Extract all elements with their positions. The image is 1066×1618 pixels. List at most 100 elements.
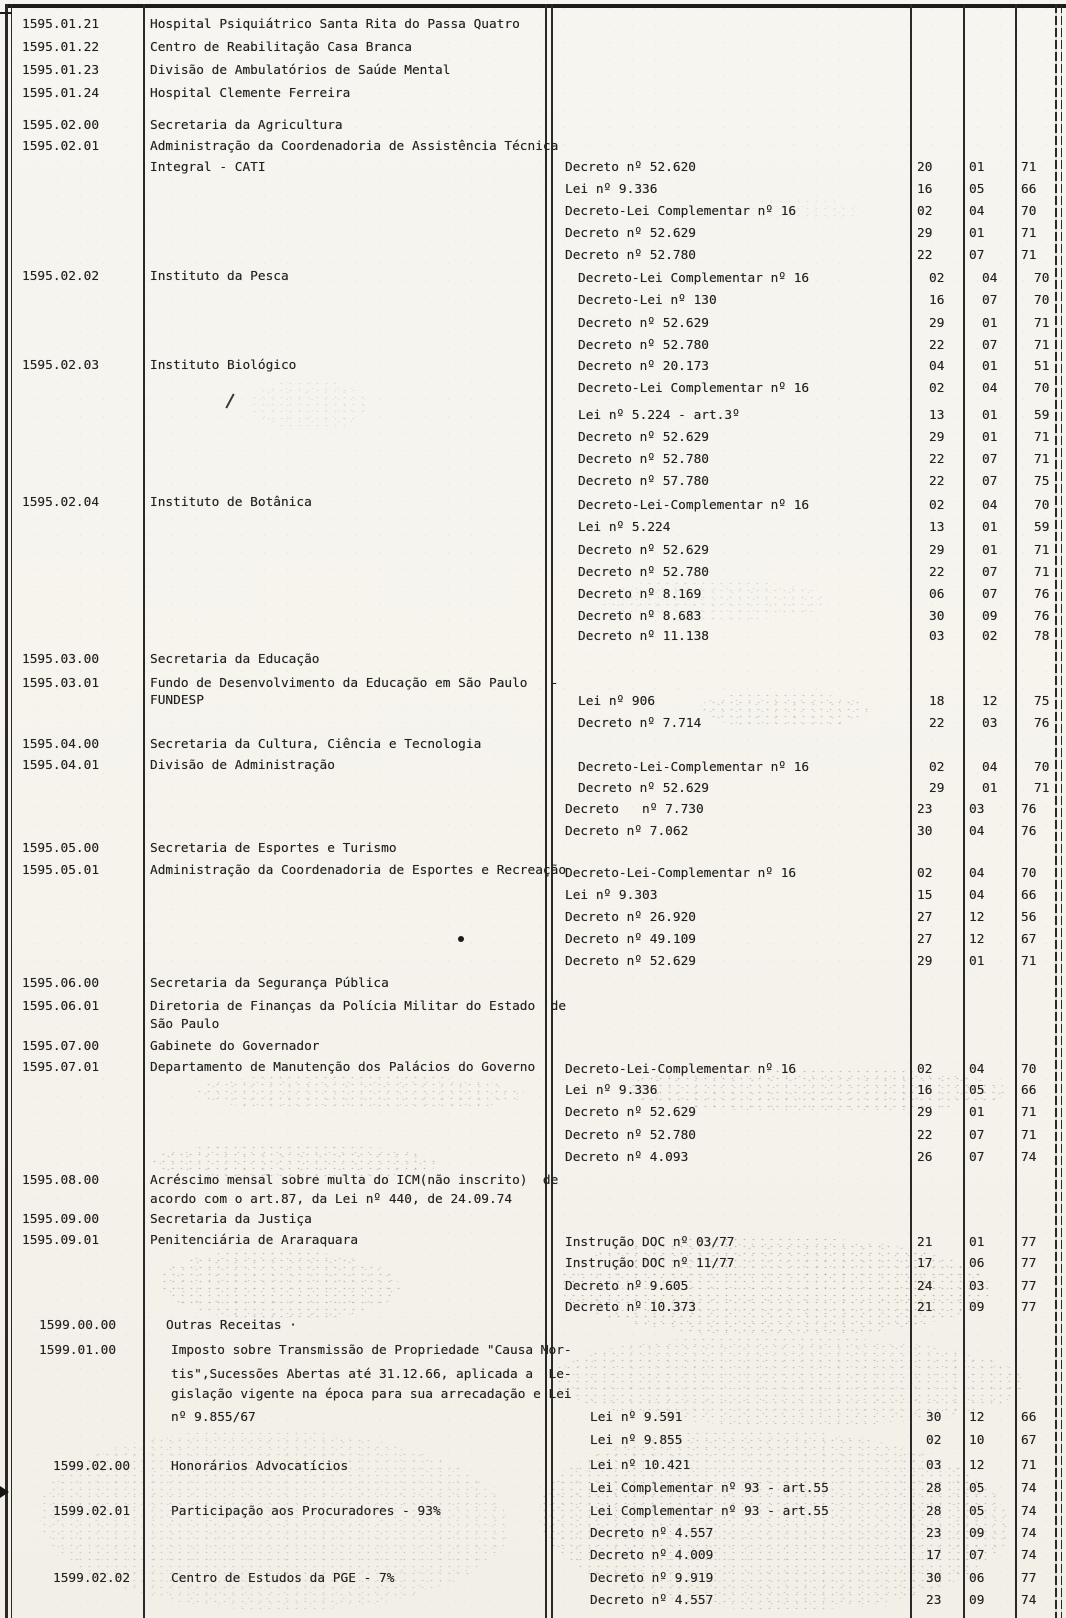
day-cell: 29 <box>917 954 933 969</box>
day-cell: 27 <box>917 910 933 925</box>
day-cell: 29 <box>929 430 945 445</box>
scan-ink-dot <box>458 936 464 942</box>
org-name-line: Fundo de Desenvolvimento da Educação em … <box>150 676 559 691</box>
revenue-code-cell: 1595.02.03 <box>22 358 100 373</box>
year-cell: 71 <box>1021 1128 1037 1143</box>
legal-ref-text: Lei nº 10.421 <box>590 1458 691 1473</box>
revenue-code-cell: 1595.02.00 <box>22 118 100 133</box>
year-cell: 71 <box>1034 781 1050 796</box>
day-cell: 23 <box>926 1526 942 1541</box>
year-cell: 66 <box>1021 1410 1037 1425</box>
legal-ref-text: Decreto nº 52.629 <box>565 226 696 241</box>
legal-ref-text: Decreto nº 52.780 <box>565 1128 696 1143</box>
legal-ref-text: Decreto nº 52.620 <box>565 160 696 175</box>
month-cell: 12 <box>982 694 998 709</box>
legal-ref-text: Decreto nº 57.780 <box>578 474 709 489</box>
month-cell: 01 <box>982 316 998 331</box>
legal-ref-text: Decreto nº 52.780 <box>578 565 709 580</box>
month-cell: 01 <box>969 226 985 241</box>
legal-ref-text: Decreto nº 8.169 <box>578 587 702 602</box>
revenue-code-cell: 1595.05.01 <box>22 863 100 878</box>
legal-ref-text: Decreto-Lei-Complementar nº 16 <box>578 760 810 775</box>
org-name-line: Secretaria da Agricultura <box>150 118 343 133</box>
day-cell: 21 <box>917 1300 933 1315</box>
legal-ref-text: Lei nº 906 <box>578 694 656 709</box>
day-cell: 22 <box>929 565 945 580</box>
legal-ref-text: Lei nº 9.303 <box>565 888 658 903</box>
month-cell: 04 <box>969 204 985 219</box>
legal-ref-text: Decreto nº 4.093 <box>565 1150 689 1165</box>
year-cell: 77 <box>1021 1300 1037 1315</box>
month-cell: 09 <box>969 1300 985 1315</box>
year-cell: 70 <box>1034 271 1050 286</box>
org-name-line: FUNDESP <box>150 693 204 708</box>
month-cell: 05 <box>969 1083 985 1098</box>
month-cell: 01 <box>982 430 998 445</box>
year-cell: 56 <box>1021 910 1037 925</box>
org-name-line: Secretaria da Cultura, Ciência e Tecnolo… <box>150 737 482 752</box>
org-name-line: Penitenciária de Araraquara <box>150 1233 359 1248</box>
legal-ref-text: Decreto nº 9.919 <box>590 1571 714 1586</box>
center-divider-outer-rule <box>545 4 547 1618</box>
year-cell: 71 <box>1034 338 1050 353</box>
left-border-inner-rule <box>11 4 12 1618</box>
year-cell: 71 <box>1034 543 1050 558</box>
day-cell: 29 <box>917 1105 933 1120</box>
day-cell: 02 <box>917 1062 933 1077</box>
day-cell: 02 <box>929 760 945 775</box>
year-cell: 67 <box>1021 1433 1037 1448</box>
org-name-line: Secretaria da Educação <box>150 652 320 667</box>
legal-ref-text: Decreto-Lei-Complementar nº 16 <box>565 866 797 881</box>
year-cell: 71 <box>1021 248 1037 263</box>
revenue-code-cell: 1595.01.22 <box>22 40 100 55</box>
legal-ref-text: Decreto nº 4.009 <box>590 1548 714 1563</box>
day-cell: 17 <box>926 1548 942 1563</box>
legal-ref-text: Lei nº 9.336 <box>565 1083 658 1098</box>
year-cell: 71 <box>1021 160 1037 175</box>
month-cell: 12 <box>969 1458 985 1473</box>
scan-smudge <box>195 1074 525 1112</box>
legal-ref-text: Decreto nº 4.557 <box>590 1593 714 1608</box>
day-cell: 30 <box>926 1410 942 1425</box>
year-cell: 66 <box>1021 182 1037 197</box>
month-cell: 01 <box>982 520 998 535</box>
legal-ref-text: Decreto nº 52.780 <box>578 338 709 353</box>
year-cell: 71 <box>1034 565 1050 580</box>
legal-ref-text: Decreto nº 7.714 <box>578 716 702 731</box>
year-cell: 71 <box>1034 316 1050 331</box>
year-cell: 75 <box>1034 474 1050 489</box>
legal-ref-text: Decreto nº 11.138 <box>578 629 709 644</box>
day-cell: 28 <box>926 1481 942 1496</box>
day-cell: 30 <box>926 1571 942 1586</box>
month-cell: 06 <box>969 1571 985 1586</box>
day-cell: 02 <box>929 498 945 513</box>
legal-ref-text: Decreto nº 52.629 <box>565 1105 696 1120</box>
year-cell: 70 <box>1021 866 1037 881</box>
day-cell: 22 <box>917 1128 933 1143</box>
revenue-code-cell: 1595.04.01 <box>22 758 100 773</box>
legal-ref-text: Decreto nº 52.629 <box>565 954 696 969</box>
legal-ref-text: Lei nº 9.591 <box>590 1410 683 1425</box>
org-name-line: Secretaria da Justiça <box>150 1212 312 1227</box>
legal-ref-text: Decreto nº 52.629 <box>578 543 709 558</box>
legal-ref-text: Decreto nº 49.109 <box>565 932 696 947</box>
legal-ref-text: Decreto nº 52.629 <box>578 430 709 445</box>
year-cell: 77 <box>1021 1235 1037 1250</box>
year-cell: 76 <box>1034 716 1050 731</box>
month-cell: 07 <box>982 565 998 580</box>
month-cell: 07 <box>969 1548 985 1563</box>
month-column-divider <box>963 4 965 1618</box>
legal-ref-text: Lei Complementar nº 93 - art.55 <box>590 1481 829 1496</box>
revenue-code-cell: 1599.02.00 <box>53 1459 131 1474</box>
legal-ref-text: Decreto nº 7.730 <box>565 802 704 817</box>
month-cell: 10 <box>969 1433 985 1448</box>
legal-ref-text: Decreto-Lei Complementar nº 16 <box>565 204 797 219</box>
day-cell: 17 <box>917 1256 933 1271</box>
year-cell: 71 <box>1021 954 1037 969</box>
year-cell: 74 <box>1021 1150 1037 1165</box>
legal-ref-text: Instrução DOC nº 11/77 <box>565 1256 735 1271</box>
month-cell: 07 <box>969 1128 985 1143</box>
day-cell: 04 <box>929 359 945 374</box>
month-cell: 01 <box>982 408 998 423</box>
